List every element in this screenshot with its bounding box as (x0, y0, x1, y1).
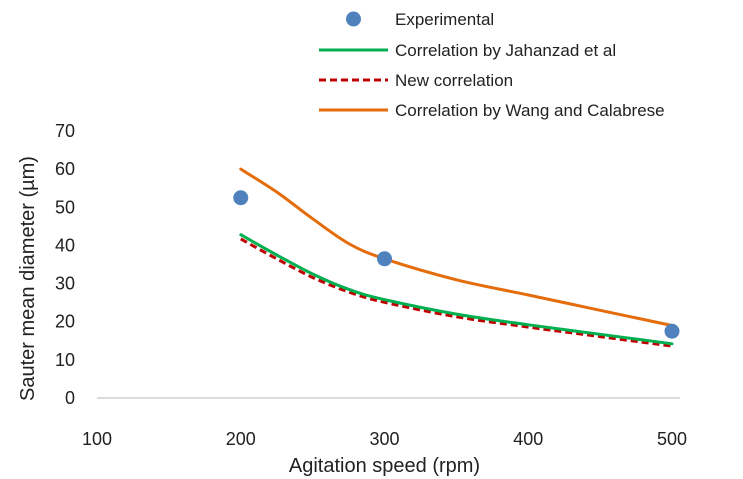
series-layer (233, 167, 680, 348)
y-tick-label: 70 (55, 121, 75, 141)
legend-label: New correlation (395, 71, 513, 90)
y-tick-labels: 0 10 20 30 40 50 60 70 (55, 121, 75, 408)
y-tick-label: 50 (55, 197, 75, 217)
y-tick-label: 40 (55, 235, 75, 255)
y-tick-label: 10 (55, 350, 75, 370)
series-line-correlation-by-wang-and-calabrese (239, 167, 674, 327)
legend-label: Correlation by Jahanzad et al (395, 41, 616, 60)
series-line-new-correlation (240, 237, 673, 348)
y-tick-label: 30 (55, 274, 75, 294)
legend-label: Experimental (395, 10, 494, 29)
y-tick-label: 20 (55, 312, 75, 332)
x-tick-label: 100 (82, 429, 112, 449)
x-tick-label: 400 (513, 429, 543, 449)
experimental-data-point (664, 323, 680, 339)
x-tick-labels: 100 200 300 400 500 (82, 429, 687, 449)
legend: Experimental Correlation by Jahanzad et a… (319, 10, 665, 120)
experimental-data-point (233, 190, 249, 206)
legend-label: Correlation by Wang and Calabrese (395, 101, 665, 120)
series-line-correlation-by-jahanzad-et-al (239, 233, 674, 346)
x-tick-label: 300 (369, 429, 399, 449)
experimental-data-point (377, 251, 392, 267)
x-axis-title: Agitation speed (rpm) (289, 455, 480, 477)
legend-marker-experimental (346, 11, 361, 27)
y-tick-label: 0 (65, 388, 75, 408)
y-tick-label: 60 (55, 159, 75, 179)
x-tick-label: 500 (657, 429, 687, 449)
y-axis-title: Sauter mean diameter (µm) (17, 156, 39, 401)
x-tick-label: 200 (226, 429, 256, 449)
